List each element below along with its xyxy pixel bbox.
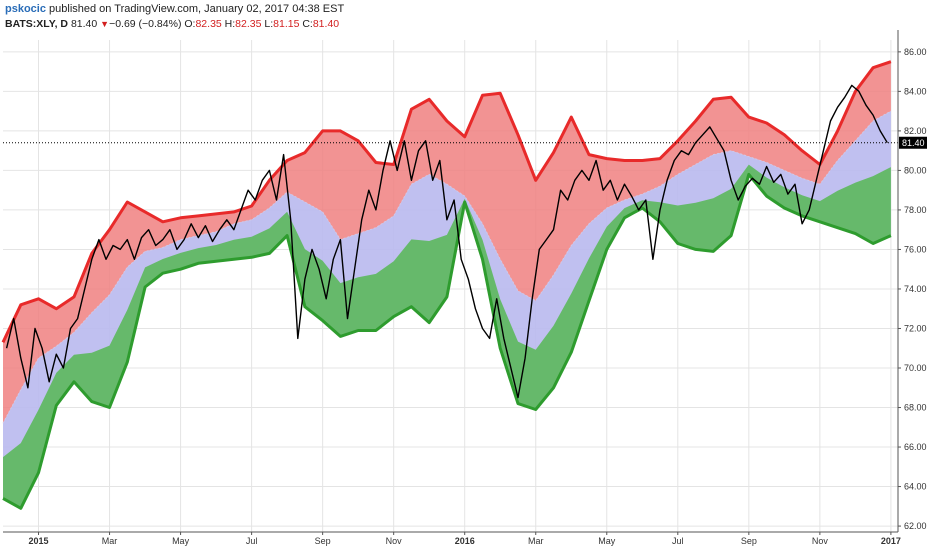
upper-band-line — [1, 60, 892, 343]
x-tick-label: May — [172, 536, 190, 546]
y-tick-label: 84.00 — [904, 86, 927, 96]
down-triangle-icon: ▼ — [100, 19, 110, 29]
last-price-label: 81.40 — [902, 138, 925, 148]
band-lines — [1, 60, 892, 510]
x-tick-label: 2015 — [29, 536, 49, 546]
y-tick-label: 72.00 — [904, 323, 927, 333]
publication-line: pskocic published on TradingView.com, Ja… — [5, 3, 344, 15]
open-label: O: — [184, 18, 196, 30]
x-tick-label: Jul — [246, 536, 258, 546]
x-tick-label: Jul — [672, 536, 684, 546]
x-tick-label: 2016 — [455, 536, 475, 546]
close-label: C: — [302, 18, 313, 30]
x-tick-label: Nov — [386, 536, 403, 546]
y-tick-label: 68.00 — [904, 403, 927, 413]
last-price-badge — [899, 136, 927, 149]
y-tick-label: 82.00 — [904, 126, 927, 136]
y-tick-label: 66.00 — [904, 442, 927, 452]
y-tick-label: 80.00 — [904, 165, 927, 175]
y-tick-label: 74.00 — [904, 284, 927, 294]
y-tick-label: 62.00 — [904, 521, 927, 531]
middle-band-line — [2, 110, 892, 424]
ohlc-legend: BATS:XLY, D 81.40 ▼−0.69 (−0.84%) O:82.3… — [5, 18, 339, 30]
x-tick-label: Nov — [812, 536, 829, 546]
high-label: H: — [224, 18, 236, 30]
y-tick-label: 70.00 — [904, 363, 927, 373]
price-series — [3, 84, 898, 399]
x-tick-label: 2017 — [881, 536, 901, 546]
upper-band-fill — [3, 61, 891, 424]
x-tick-label: Sep — [315, 536, 331, 546]
y-tick-label: 86.00 — [904, 47, 927, 57]
x-tick-label: Mar — [102, 536, 118, 546]
last-price: 81.40 — [70, 18, 98, 30]
y-tick-label: 78.00 — [904, 205, 927, 215]
lower-band-line — [2, 172, 892, 510]
lower-band-fill — [3, 164, 891, 509]
author-link[interactable]: pskocic — [5, 3, 46, 15]
price-change: −0.69 (−0.84%) — [109, 18, 182, 30]
close-value: 81.40 — [312, 18, 340, 30]
low-label: L: — [264, 18, 274, 30]
x-tick-label: May — [598, 536, 616, 546]
axes: 62.00 64.00 66.00 68.00 70.00 72.00 74.00 76.00… — [3, 30, 927, 546]
low-value: 81.15 — [273, 18, 300, 30]
price-line — [5, 84, 888, 399]
band-fills — [3, 61, 891, 509]
x-tick-label: Sep — [741, 536, 757, 546]
high-value: 82.35 — [235, 18, 262, 30]
y-tick-label: 64.00 — [904, 482, 927, 492]
x-tick-label: Mar — [528, 536, 544, 546]
open-value: 82.35 — [195, 18, 222, 30]
symbol-label: BATS:XLY, D — [5, 18, 69, 30]
y-tick-label: 76.00 — [904, 244, 927, 254]
published-text: published on TradingView.com, January 02… — [49, 3, 345, 15]
